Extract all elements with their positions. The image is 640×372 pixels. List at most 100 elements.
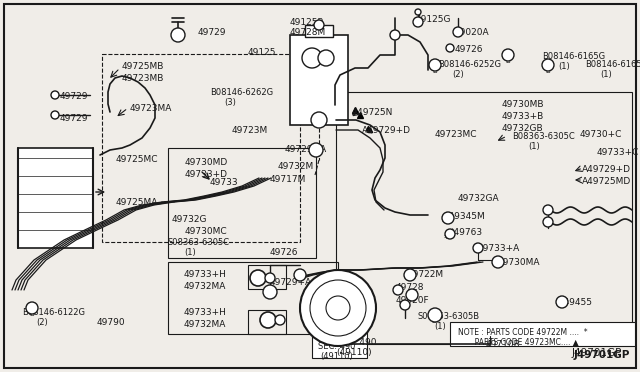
Text: 49020F: 49020F <box>396 296 429 305</box>
Text: S08363-6305C: S08363-6305C <box>168 238 230 247</box>
Text: 49733+C: 49733+C <box>597 148 639 157</box>
Text: 49733+H: 49733+H <box>184 270 227 279</box>
Bar <box>450 322 635 346</box>
Bar <box>248 265 286 289</box>
Circle shape <box>311 112 327 128</box>
Text: 49733+D: 49733+D <box>185 170 228 179</box>
Text: 49729: 49729 <box>198 28 227 37</box>
Circle shape <box>413 17 423 27</box>
Bar <box>290 35 348 125</box>
Text: 49723MA: 49723MA <box>130 104 172 113</box>
Text: 49710R: 49710R <box>486 340 521 349</box>
Text: 49730MA: 49730MA <box>498 258 541 267</box>
Circle shape <box>543 205 553 215</box>
Circle shape <box>429 59 441 71</box>
Text: 49733+B: 49733+B <box>502 112 544 121</box>
Text: NOTE : PARTS CODE 49722M ....  *: NOTE : PARTS CODE 49722M .... * <box>458 328 588 337</box>
Text: 49790: 49790 <box>97 318 125 327</box>
Bar <box>18 148 93 248</box>
Bar <box>248 310 286 334</box>
Text: A49725N: A49725N <box>352 108 394 117</box>
Text: 49730MB: 49730MB <box>502 100 545 109</box>
Text: S08363-6305B: S08363-6305B <box>418 312 480 321</box>
Text: B08146-6262G: B08146-6262G <box>210 88 273 97</box>
Circle shape <box>445 229 455 239</box>
Text: *: * <box>444 234 450 244</box>
Circle shape <box>446 44 454 52</box>
Text: 49725MA: 49725MA <box>116 198 158 207</box>
Text: 49729: 49729 <box>60 92 88 101</box>
Text: (3): (3) <box>224 98 236 107</box>
Text: 49729+A: 49729+A <box>270 278 312 287</box>
Text: *49455: *49455 <box>560 298 593 307</box>
Text: S: S <box>432 318 436 324</box>
Text: 49726: 49726 <box>270 248 298 257</box>
Circle shape <box>260 312 276 328</box>
Text: 49722M: 49722M <box>408 270 444 279</box>
Bar <box>102 54 300 242</box>
Text: 49729+A: 49729+A <box>285 145 327 154</box>
Text: A49729+D: A49729+D <box>362 126 411 135</box>
Text: 49730MC: 49730MC <box>185 227 228 236</box>
Text: (1): (1) <box>184 248 196 257</box>
Text: *49345M: *49345M <box>445 212 486 221</box>
Text: (1): (1) <box>558 62 570 71</box>
Text: (2): (2) <box>452 70 464 79</box>
Text: (1): (1) <box>434 322 445 331</box>
Text: 49125: 49125 <box>248 48 276 57</box>
Text: (49110): (49110) <box>320 352 353 361</box>
Circle shape <box>453 27 463 37</box>
Circle shape <box>492 256 504 268</box>
Text: A49725MD: A49725MD <box>582 177 631 186</box>
Text: 49733+H: 49733+H <box>184 308 227 317</box>
Circle shape <box>275 315 285 325</box>
Text: 49732M: 49732M <box>278 162 314 171</box>
Text: B08146-6252G: B08146-6252G <box>438 60 501 69</box>
Circle shape <box>265 273 275 283</box>
Text: 49725MC: 49725MC <box>116 155 159 164</box>
Circle shape <box>326 296 350 320</box>
Text: 49733+A: 49733+A <box>478 244 520 253</box>
Circle shape <box>309 143 323 157</box>
Text: B08146-6165G: B08146-6165G <box>542 52 605 61</box>
Text: B: B <box>29 311 34 317</box>
Bar <box>305 25 333 37</box>
Circle shape <box>502 49 514 61</box>
Text: 49125G: 49125G <box>416 15 451 24</box>
Text: *: * <box>558 299 564 309</box>
Circle shape <box>393 285 403 295</box>
Text: 49733: 49733 <box>210 178 239 187</box>
Text: 49125P: 49125P <box>290 18 324 27</box>
Circle shape <box>171 28 185 42</box>
Circle shape <box>442 212 454 224</box>
Circle shape <box>314 20 324 30</box>
Text: 49730+C: 49730+C <box>580 130 622 139</box>
Text: SEC. 490: SEC. 490 <box>336 338 376 347</box>
Text: (49110): (49110) <box>336 348 372 357</box>
Circle shape <box>51 91 59 99</box>
Text: 49717M: 49717M <box>270 175 307 184</box>
Circle shape <box>51 111 59 119</box>
Text: PARTS CODE 49723MC.... ▲: PARTS CODE 49723MC.... ▲ <box>458 337 579 346</box>
Text: 49725MB: 49725MB <box>122 62 164 71</box>
Text: 49020A: 49020A <box>455 28 490 37</box>
Circle shape <box>263 285 277 299</box>
Text: B08363-6305C: B08363-6305C <box>512 132 575 141</box>
Circle shape <box>294 269 306 281</box>
Bar <box>168 262 338 334</box>
Circle shape <box>300 270 376 346</box>
Text: 49732GA: 49732GA <box>458 194 500 203</box>
Text: B08146-6122G: B08146-6122G <box>22 308 85 317</box>
Text: 49726: 49726 <box>455 45 483 54</box>
Circle shape <box>302 48 322 68</box>
Text: J49701GP: J49701GP <box>572 348 622 358</box>
Text: 49732MA: 49732MA <box>184 282 227 291</box>
Text: J49701GP: J49701GP <box>574 350 630 360</box>
Text: SEC. 490: SEC. 490 <box>318 342 355 351</box>
Text: 49723MB: 49723MB <box>122 74 164 83</box>
Circle shape <box>556 296 568 308</box>
Circle shape <box>404 269 416 281</box>
Text: B: B <box>432 68 436 74</box>
Text: B08146-6165G: B08146-6165G <box>585 60 640 69</box>
Text: A49729+D: A49729+D <box>582 165 631 174</box>
